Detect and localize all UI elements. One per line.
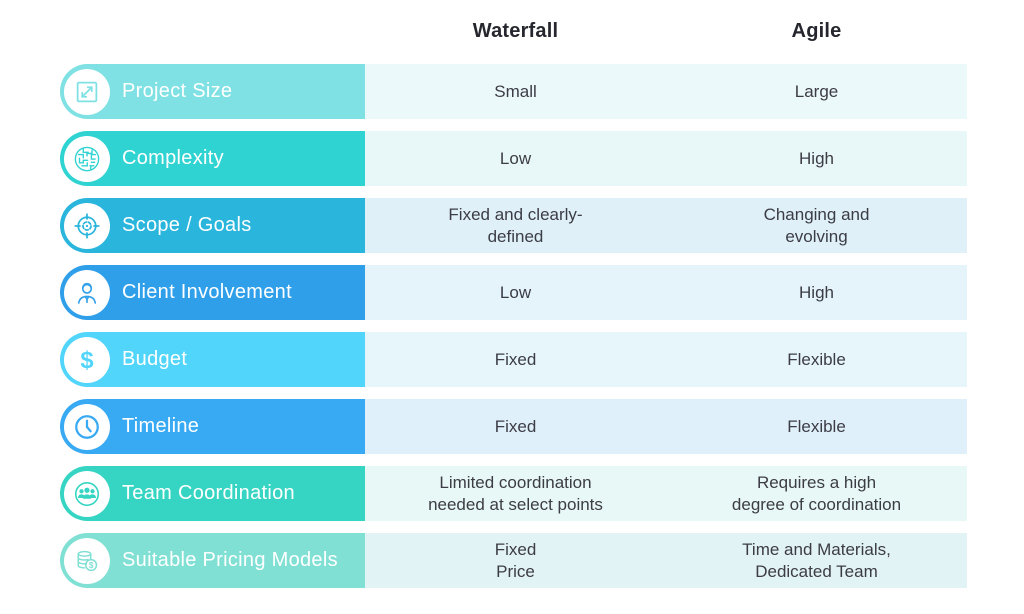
waterfall-cell: Low: [365, 265, 666, 320]
waterfall-cell: Fixed and clearly- defined: [365, 198, 666, 253]
agile-cell: High: [666, 131, 967, 186]
row-label: Timeline: [122, 415, 200, 437]
agile-cell: Large: [666, 64, 967, 119]
row-label-pill: Project Size: [60, 64, 365, 119]
table-row-project-size: Project Size Small Large: [0, 64, 1024, 119]
agile-cell: Time and Materials, Dedicated Team: [666, 533, 967, 588]
client-icon: [64, 269, 110, 316]
row-label: Scope / Goals: [122, 214, 252, 236]
table-row-budget: $ Budget Fixed Flexible: [0, 332, 1024, 387]
clock-icon: [64, 403, 110, 450]
agile-cell: Requires a high degree of coordination: [666, 466, 967, 521]
row-label: Suitable Pricing Models: [122, 549, 338, 571]
row-label-pill: Scope / Goals: [60, 198, 365, 253]
row-label-pill: Complexity: [60, 131, 365, 186]
target-icon: [64, 202, 110, 249]
row-label-pill: $ Suitable Pricing Models: [60, 533, 365, 588]
agile-cell: Flexible: [666, 332, 967, 387]
waterfall-cell: Limited coordination needed at select po…: [365, 466, 666, 521]
agile-cell: Flexible: [666, 399, 967, 454]
row-label: Project Size: [122, 80, 233, 102]
waterfall-cell: Fixed: [365, 399, 666, 454]
agile-cell: High: [666, 265, 967, 320]
table-row-suitable-pricing-models: $ Suitable Pricing Models Fixed Price Ti…: [0, 533, 1024, 588]
dollar-icon: $: [64, 336, 110, 383]
row-label: Complexity: [122, 147, 224, 169]
svg-text:$: $: [80, 347, 93, 374]
waterfall-cell: Small: [365, 64, 666, 119]
waterfall-cell: Fixed Price: [365, 533, 666, 588]
row-label: Client Involvement: [122, 281, 292, 303]
row-label-pill: Timeline: [60, 399, 365, 454]
table-header: Waterfall Agile: [0, 0, 1024, 64]
table-row-complexity: Complexity Low High: [0, 131, 1024, 186]
waterfall-vs-agile-comparison-table: Waterfall Agile Project Size Small Large: [0, 0, 1024, 588]
column-header-waterfall: Waterfall: [472, 20, 559, 43]
maze-icon: [64, 135, 110, 182]
table-row-scope-goals: Scope / Goals Fixed and clearly- defined…: [0, 198, 1024, 253]
table-row-timeline: Timeline Fixed Flexible: [0, 399, 1024, 454]
svg-text:$: $: [89, 560, 94, 569]
coins-icon: $: [64, 537, 110, 584]
row-label: Budget: [122, 348, 188, 370]
waterfall-cell: Fixed: [365, 332, 666, 387]
row-label-pill: $ Budget: [60, 332, 365, 387]
resize-icon: [64, 68, 110, 115]
waterfall-cell: Low: [365, 131, 666, 186]
row-label-pill: Client Involvement: [60, 265, 365, 320]
team-icon: [64, 470, 110, 517]
table-row-team-coordination: Team Coordination Limited coordination n…: [0, 466, 1024, 521]
table-row-client-involvement: Client Involvement Low High: [0, 265, 1024, 320]
row-label-pill: Team Coordination: [60, 466, 365, 521]
agile-cell: Changing and evolving: [666, 198, 967, 253]
row-label: Team Coordination: [122, 482, 295, 504]
column-header-agile: Agile: [791, 20, 842, 43]
